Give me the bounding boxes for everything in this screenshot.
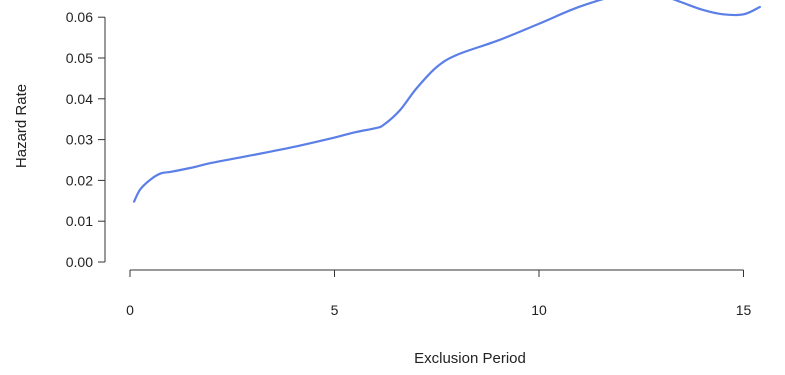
x-tick-label: 5	[331, 302, 339, 318]
y-tick-label: 0.05	[66, 50, 93, 66]
series-layer	[132, 0, 761, 203]
x-tick-label: 0	[126, 302, 134, 318]
x-axis-title: Exclusion Period	[414, 350, 526, 367]
y-tick-label: 0.04	[66, 91, 93, 107]
y-axis-title: Hazard Rate	[13, 84, 30, 168]
x-tick-label: 10	[531, 302, 547, 318]
y-tick-label: 0.02	[66, 172, 93, 188]
x-tick-label: 15	[736, 302, 752, 318]
y-tick-label: 0.01	[66, 213, 93, 229]
y-tick-label: 0.06	[66, 9, 93, 25]
y-tick-label: 0.03	[66, 132, 93, 148]
y-tick-label: 0.00	[66, 254, 93, 270]
x-axis: 0 5 10 15	[126, 269, 752, 318]
y-axis: 0.00 0.01 0.02 0.03 0.04 0.05 0.06	[66, 9, 106, 270]
hazard-rate-line	[132, 0, 761, 203]
